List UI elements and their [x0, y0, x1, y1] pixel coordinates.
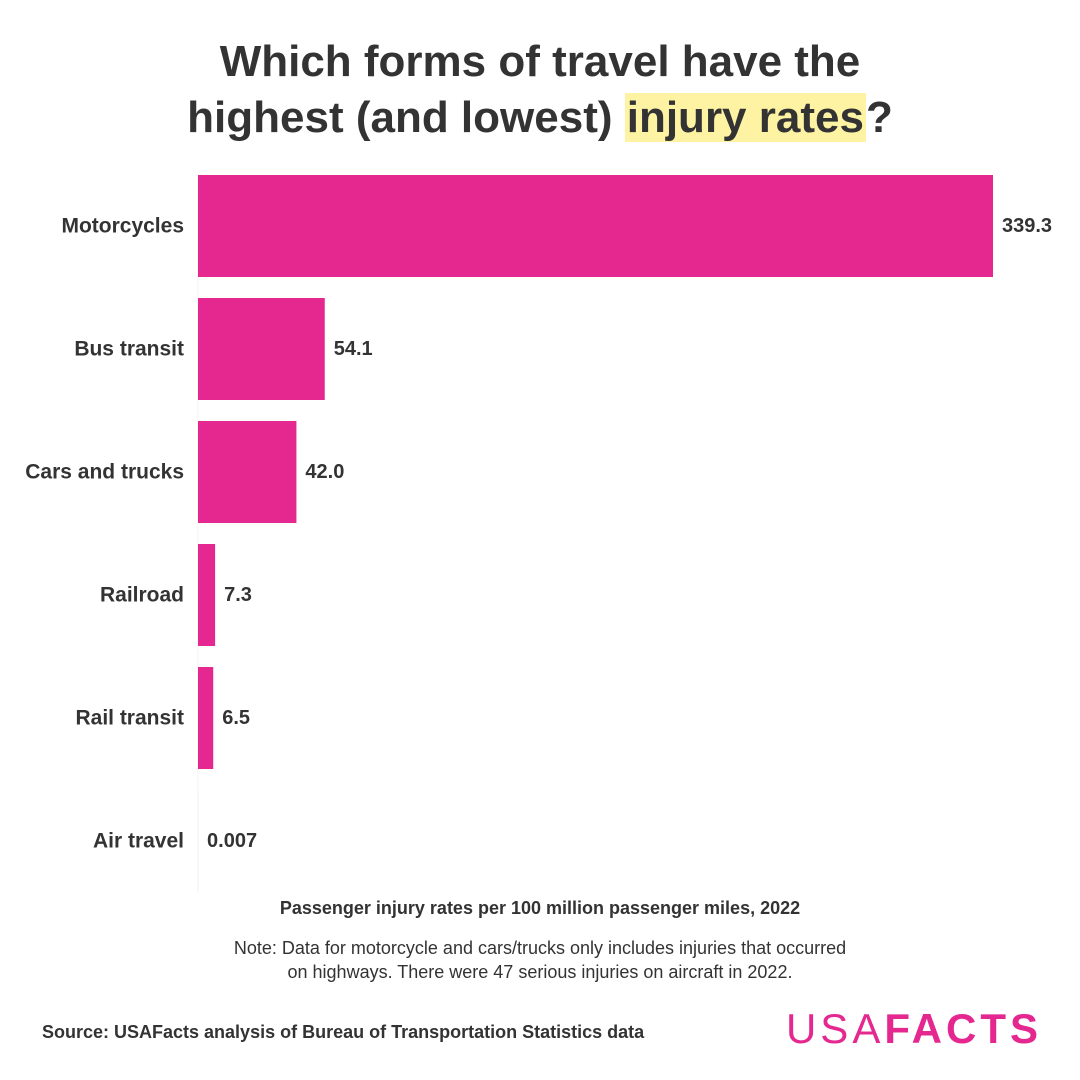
source-text: Source: USAFacts analysis of Bureau of T… — [42, 1022, 645, 1042]
value-label: 54.1 — [334, 338, 373, 360]
logo-usa: USA — [785, 1005, 885, 1052]
bar — [198, 175, 993, 277]
category-label: Cars and trucks — [25, 461, 184, 484]
category-label: Air travel — [93, 830, 184, 853]
logo-facts: FACTS — [884, 1005, 1042, 1052]
category-label: Rail transit — [75, 707, 184, 730]
value-label: 0.007 — [207, 830, 257, 852]
title-line-1: Which forms of travel have the — [219, 37, 861, 86]
bar — [198, 667, 214, 769]
usafacts-logo: USAFACTS — [786, 1004, 1042, 1054]
category-label: Bus transit — [74, 338, 184, 361]
x-axis-label: Passenger injury rates per 100 million p… — [279, 898, 801, 918]
value-label: 339.3 — [1002, 215, 1052, 237]
category-label: Motorcycles — [61, 215, 184, 238]
title-line-2-start: highest (and lowest) — [187, 93, 625, 142]
chart-title: Which forms of travel have the highest (… — [0, 34, 1080, 146]
bar — [198, 421, 297, 523]
category-label: Railroad — [100, 584, 184, 607]
bar — [198, 544, 216, 646]
chart-note: Note: Data for motorcycle and cars/truck… — [140, 936, 940, 984]
bar-chart: Motorcycles 339.3 Bus transit 54.1 Cars and … — [25, 175, 1052, 892]
title-line-2: highest (and lowest) injury rates? — [0, 90, 1080, 146]
value-label: 7.3 — [224, 584, 252, 606]
title-line-2-end: ? — [865, 93, 893, 142]
value-label: 6.5 — [222, 707, 250, 729]
value-label: 42.0 — [305, 461, 344, 483]
note-line-1: Note: Data for motorcycle and cars/truck… — [233, 938, 847, 958]
note-line-2: on highways. There were 47 serious injur… — [287, 962, 793, 982]
bar — [198, 298, 325, 400]
title-highlight: injury rates — [624, 93, 866, 142]
